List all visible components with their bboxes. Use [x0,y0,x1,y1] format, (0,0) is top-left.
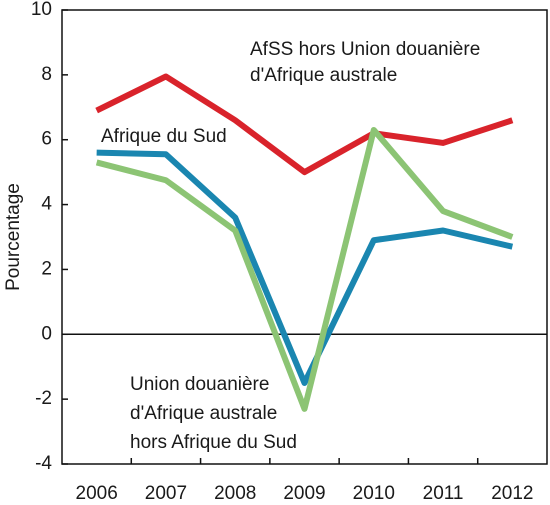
x-tick-label: 2012 [491,483,533,504]
y-tick-label: 0 [41,323,52,344]
x-tick-label: 2007 [145,483,187,504]
plot-frame [61,9,548,465]
x-tick-label: 2011 [423,483,464,504]
y-axis-label: Pourcentage [3,183,24,291]
series-label: Afrique du Sud [101,126,227,147]
series-label: AfSS hors Union douanière [250,39,480,60]
y-tick-label: -4 [35,453,52,474]
series-label: hors Afrique du Sud [130,432,297,453]
x-tick-label: 2009 [283,483,325,504]
series-line [95,126,514,412]
series-line [95,73,514,176]
y-tick-label: 4 [41,194,52,215]
series-label: Union douanière [130,374,269,395]
y-tick-label: -2 [35,388,52,409]
y-tick-label: 6 [41,129,52,150]
y-tick-label: 10 [31,0,52,20]
y-tick-label: 8 [41,64,52,85]
x-tick-label: 2008 [214,483,256,504]
series-label: d'Afrique australe [130,403,277,424]
series-label: d'Afrique australe [250,65,397,86]
series-line [96,149,514,386]
y-tick-label: 2 [41,258,52,279]
x-tick-label: 2010 [353,483,395,504]
x-tick-label: 2006 [76,483,118,504]
